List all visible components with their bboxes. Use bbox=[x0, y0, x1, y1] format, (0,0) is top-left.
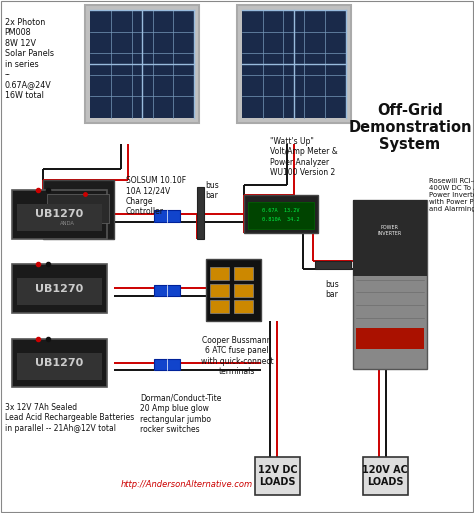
Bar bbox=[234, 284, 253, 297]
Bar bbox=[12, 190, 107, 239]
Text: UB1270: UB1270 bbox=[35, 209, 83, 219]
Text: UB1270: UB1270 bbox=[35, 358, 83, 368]
Bar bbox=[206, 259, 261, 321]
Text: POWER
INVERTER: POWER INVERTER bbox=[378, 225, 402, 236]
Text: Off-Grid
Demonstration
System: Off-Grid Demonstration System bbox=[348, 103, 472, 152]
Text: UB1270: UB1270 bbox=[35, 284, 83, 293]
Bar bbox=[210, 267, 229, 280]
Bar bbox=[17, 279, 102, 305]
Bar bbox=[315, 261, 351, 269]
Bar bbox=[210, 300, 229, 313]
Bar bbox=[356, 328, 424, 349]
Text: 3x 12V 7Ah Sealed
Lead Acid Rechargeable Batteries
in parallel -- 21Ah@12V total: 3x 12V 7Ah Sealed Lead Acid Rechargeable… bbox=[5, 403, 134, 432]
Bar bbox=[210, 284, 229, 297]
Bar bbox=[47, 193, 109, 223]
Bar bbox=[353, 200, 427, 369]
Text: 0.810A  34.2: 0.810A 34.2 bbox=[262, 217, 300, 222]
Bar bbox=[17, 353, 102, 380]
Bar bbox=[154, 359, 180, 370]
Text: "Watt's Up"
Volt/Amp Meter &
Power Analyzer
WU100 Version 2: "Watt's Up" Volt/Amp Meter & Power Analy… bbox=[270, 137, 338, 177]
Text: http://AndersonAlternative.com: http://AndersonAlternative.com bbox=[121, 480, 253, 489]
Bar bbox=[248, 202, 314, 229]
Text: bus
bar: bus bar bbox=[206, 181, 219, 200]
Bar bbox=[12, 339, 107, 387]
Bar bbox=[255, 457, 300, 495]
Text: Cooper Bussmann
6 ATC fuse panel
with quick-connect
terminals: Cooper Bussmann 6 ATC fuse panel with qu… bbox=[201, 336, 273, 376]
Text: 2x Photon
PM008
8W 12V
Solar Panels
in series
--
0.67A@24V
16W total: 2x Photon PM008 8W 12V Solar Panels in s… bbox=[5, 18, 54, 100]
Bar bbox=[90, 10, 194, 118]
Bar bbox=[353, 200, 427, 276]
Bar bbox=[234, 267, 253, 280]
Text: Dorman/Conduct-Tite
20 Amp blue glow
rectangular jumbo
rocker switches: Dorman/Conduct-Tite 20 Amp blue glow rec… bbox=[140, 394, 221, 434]
Bar bbox=[154, 210, 180, 222]
Text: SOLSUM 10.10F
10A 12/24V
Charge
Controller: SOLSUM 10.10F 10A 12/24V Charge Controll… bbox=[126, 176, 186, 216]
Bar bbox=[12, 264, 107, 313]
Bar bbox=[154, 285, 180, 296]
Bar bbox=[234, 300, 253, 313]
Bar bbox=[43, 180, 114, 239]
Bar bbox=[197, 187, 204, 239]
Text: ANDA: ANDA bbox=[60, 221, 75, 226]
Bar bbox=[363, 457, 408, 495]
Bar bbox=[242, 10, 346, 118]
Text: bus
bar: bus bar bbox=[325, 280, 339, 299]
Bar bbox=[17, 204, 102, 231]
Text: 120V AC
LOADS: 120V AC LOADS bbox=[362, 465, 408, 487]
Bar bbox=[237, 5, 351, 123]
Text: Rosewill RCI-400MS
400W DC To AC
Power Inverter
with Power Protection
and Alarmi: Rosewill RCI-400MS 400W DC To AC Power I… bbox=[429, 178, 474, 212]
Bar bbox=[244, 195, 318, 233]
Bar bbox=[85, 5, 199, 123]
Text: 12V DC
LOADS: 12V DC LOADS bbox=[258, 465, 297, 487]
Text: 0.67A  13.2V: 0.67A 13.2V bbox=[262, 208, 300, 212]
